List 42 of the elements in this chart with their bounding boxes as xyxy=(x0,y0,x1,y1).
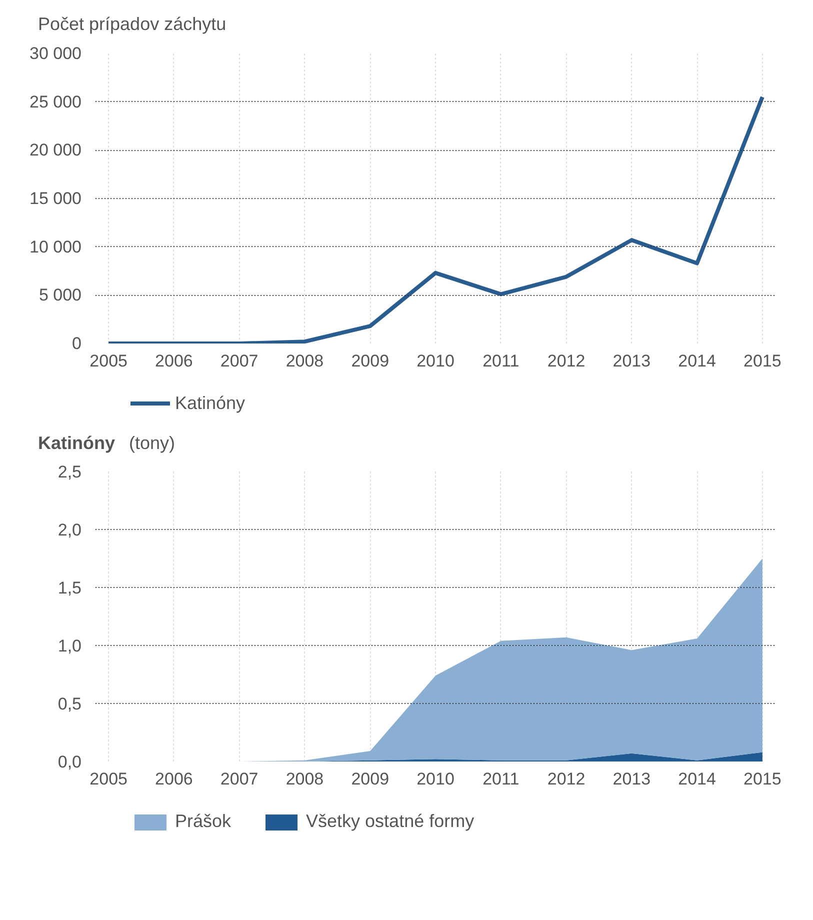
y-tick-label: 5 000 xyxy=(38,285,82,304)
y-tick-label: 0,0 xyxy=(58,752,82,772)
legend-label: Všetky ostatné formy xyxy=(306,811,474,832)
x-tick-label: 2011 xyxy=(482,770,520,789)
x-tick-label: 2009 xyxy=(351,770,390,789)
x-tick-label: 2005 xyxy=(90,770,128,789)
x-tick-label: 2008 xyxy=(286,351,324,370)
y-tick-label: 25 000 xyxy=(30,92,82,112)
chart-title: Katinóny xyxy=(38,432,116,453)
legend-label: Prášok xyxy=(175,811,232,832)
y-tick-label: 20 000 xyxy=(30,140,82,160)
y-tick-label: 2,0 xyxy=(58,520,82,540)
y-tick-label: 10 000 xyxy=(30,237,82,256)
x-tick-label: 2007 xyxy=(220,770,258,789)
line-series xyxy=(106,94,764,344)
x-tick-label: 2012 xyxy=(547,770,586,789)
x-tick-label: 2012 xyxy=(547,351,586,370)
x-tick-label: 2014 xyxy=(678,351,716,370)
x-tick-label: 2010 xyxy=(416,351,454,370)
x-tick-label: 2006 xyxy=(155,351,193,370)
y-tick-label: 2,5 xyxy=(58,462,82,482)
y-tick-label: 0 xyxy=(72,334,82,353)
y-tick-label: 15 000 xyxy=(30,188,82,208)
chart-title: Počet prípadov záchytu xyxy=(38,13,226,36)
x-tick-label: 2009 xyxy=(351,351,390,370)
x-tick-label: 2007 xyxy=(220,351,258,370)
chart-subtitle: (tony) xyxy=(129,432,176,453)
y-tick-label: 1,5 xyxy=(58,578,82,598)
x-tick-label: 2013 xyxy=(612,770,651,789)
x-tick-label: 2005 xyxy=(90,351,128,370)
x-tick-label: 2008 xyxy=(286,770,324,789)
x-tick-label: 2006 xyxy=(155,770,193,789)
y-tick-label: 1,0 xyxy=(58,636,82,656)
x-tick-label: 2014 xyxy=(678,770,716,789)
x-tick-label: 2010 xyxy=(416,770,454,789)
legend-label: Katinóny xyxy=(175,392,246,414)
y-tick-label: 30 000 xyxy=(30,44,82,63)
y-tick-label: 0,5 xyxy=(58,694,82,714)
x-tick-label: 2015 xyxy=(744,770,782,789)
x-tick-label: 2011 xyxy=(482,351,520,370)
x-tick-label: 2013 xyxy=(612,351,651,370)
x-tick-label: 2015 xyxy=(744,351,782,370)
